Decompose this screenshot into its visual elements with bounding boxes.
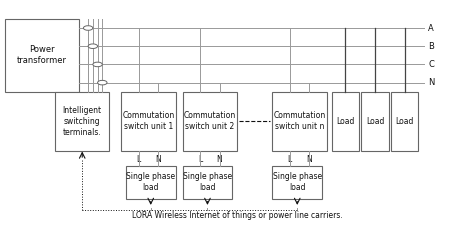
Text: LORA Wireless Internet of things or power line carriers.: LORA Wireless Internet of things or powe… (132, 211, 342, 220)
Circle shape (98, 80, 107, 85)
FancyBboxPatch shape (273, 166, 322, 199)
Circle shape (83, 26, 93, 30)
Text: N: N (217, 155, 222, 164)
Text: Commutation
switch unit n: Commutation switch unit n (273, 111, 326, 131)
Text: Power
transformer: Power transformer (17, 45, 67, 65)
FancyBboxPatch shape (126, 166, 175, 199)
FancyBboxPatch shape (331, 92, 359, 151)
Text: L: L (198, 155, 202, 164)
Text: B: B (428, 42, 434, 51)
Text: Single phase
load: Single phase load (126, 172, 175, 192)
FancyBboxPatch shape (121, 92, 175, 151)
Text: A: A (428, 24, 434, 33)
FancyBboxPatch shape (273, 92, 327, 151)
Text: Single phase
load: Single phase load (183, 172, 232, 192)
Text: Commutation
switch unit 1: Commutation switch unit 1 (122, 111, 174, 131)
FancyBboxPatch shape (182, 166, 232, 199)
Text: Load: Load (396, 117, 414, 126)
Text: N: N (307, 155, 312, 164)
Text: Single phase
load: Single phase load (273, 172, 322, 192)
Text: N: N (428, 78, 435, 87)
Text: L: L (288, 155, 292, 164)
FancyBboxPatch shape (361, 92, 389, 151)
FancyBboxPatch shape (182, 92, 237, 151)
Text: N: N (155, 155, 161, 164)
Text: L: L (137, 155, 141, 164)
FancyBboxPatch shape (391, 92, 419, 151)
FancyBboxPatch shape (5, 19, 79, 92)
FancyBboxPatch shape (55, 92, 109, 151)
Circle shape (88, 44, 98, 49)
Circle shape (93, 62, 102, 67)
Text: Commutation
switch unit 2: Commutation switch unit 2 (184, 111, 236, 131)
Text: C: C (428, 60, 434, 69)
Text: Load: Load (366, 117, 384, 126)
Text: Load: Load (336, 117, 355, 126)
Text: Intelligent
switching
terminals.: Intelligent switching terminals. (63, 106, 102, 137)
